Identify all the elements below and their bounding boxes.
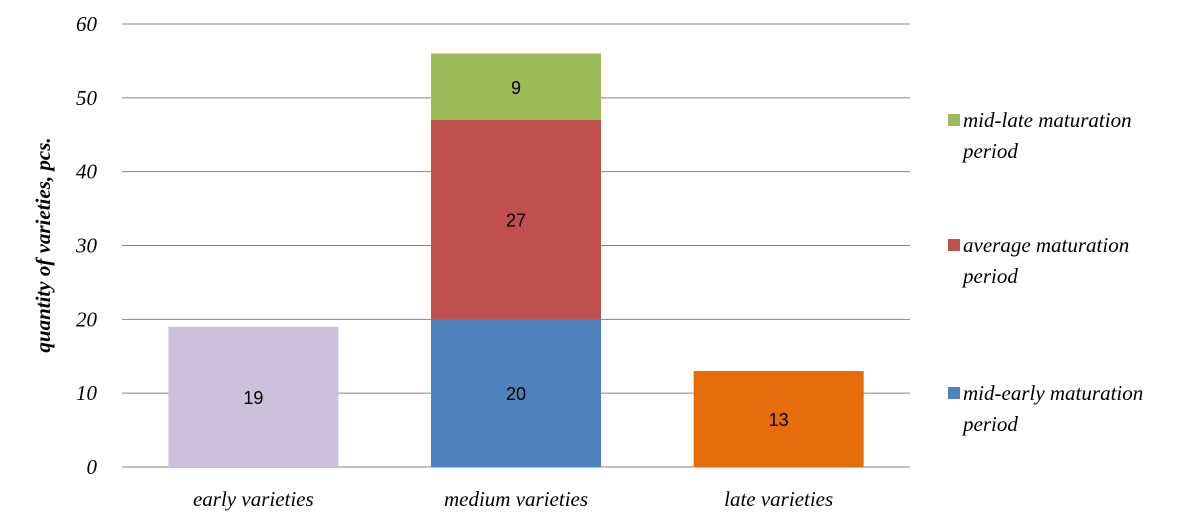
bar-segment <box>431 319 601 467</box>
bars <box>168 53 864 467</box>
x-category-label: medium varieties <box>444 487 588 511</box>
y-tick-label: 50 <box>76 86 98 110</box>
legend-label: period <box>961 139 1018 163</box>
y-tick-label: 0 <box>87 455 98 479</box>
legend-swatch <box>948 387 960 399</box>
legend-item: mid-early maturation period <box>948 381 1143 436</box>
data-labels: 19 20 27 9 13 <box>243 78 788 430</box>
legend-label: mid-early maturation <box>963 381 1143 405</box>
bar-segment <box>168 326 339 467</box>
y-axis-title: quantity of varieties, pcs. <box>31 137 55 352</box>
data-label: 9 <box>511 78 521 98</box>
y-tick-label: 60 <box>76 12 98 36</box>
bar-segment <box>693 371 864 467</box>
legend-label: period <box>961 264 1018 288</box>
y-axis-tick-labels: 0 10 20 30 40 50 60 <box>75 12 98 479</box>
data-label: 19 <box>243 388 263 408</box>
legend-item: mid-late maturation period <box>948 108 1132 163</box>
bar-segment <box>431 119 601 320</box>
data-label: 13 <box>769 410 789 430</box>
legend-item: average maturation period <box>948 233 1129 288</box>
y-tick-label: 30 <box>75 234 98 258</box>
legend-swatch <box>948 239 960 251</box>
legend-swatch <box>948 114 960 126</box>
y-tick-label: 40 <box>76 160 98 184</box>
x-axis-category-labels: early varieties medium varieties late vari… <box>193 487 833 511</box>
y-tick-label: 10 <box>76 381 98 405</box>
data-label: 27 <box>506 211 526 231</box>
x-category-label: late varieties <box>724 487 833 511</box>
legend-label: period <box>961 412 1018 436</box>
bar-segment <box>431 53 601 120</box>
legend-label: average maturation <box>963 233 1129 257</box>
y-tick-label: 20 <box>76 307 98 331</box>
x-category-label: early varieties <box>193 487 314 511</box>
legend-label: mid-late maturation <box>963 108 1132 132</box>
data-label: 20 <box>506 384 526 404</box>
